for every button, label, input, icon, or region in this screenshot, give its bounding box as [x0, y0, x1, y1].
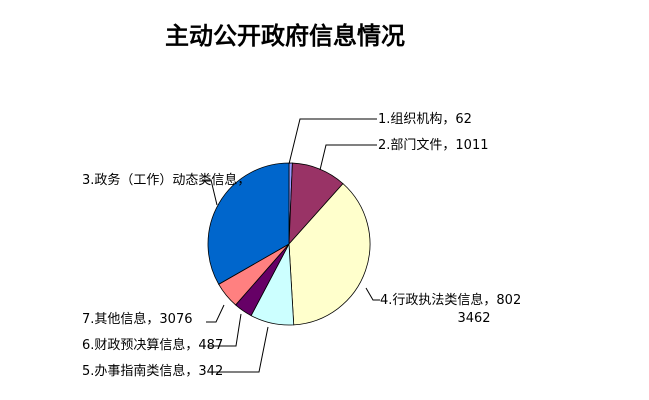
slice-label-2: 2.部门文件，1011 [378, 138, 489, 153]
slice-label-4: 4.行政执法类信息，802 [380, 292, 521, 308]
pie-slice-7 [207, 162, 290, 285]
leader-line-6 [208, 313, 242, 347]
slice-label-5: 5.办事指南类信息，342 [82, 363, 223, 379]
slice-label-7: 7.其他信息，3076 [82, 311, 193, 327]
slice-label-3: 3.政务（工作）动态类信息， [82, 172, 250, 188]
pie-slice-3 [288, 183, 371, 326]
leader-line-2 [319, 144, 377, 171]
slice-label-1: 1.组织机构，62 [378, 112, 472, 127]
leader-line-4 [202, 179, 218, 206]
slice-label-6: 6.财政预决算信息，487 [82, 337, 223, 353]
leader-line-5 [206, 304, 225, 323]
leader-line-3 [365, 287, 380, 301]
chart-title: 主动公开政府信息情况 [165, 22, 405, 50]
leader-line-1 [288, 118, 377, 165]
leader-line-7 [208, 326, 269, 373]
slice-label-3-value: 3462 [457, 311, 490, 326]
